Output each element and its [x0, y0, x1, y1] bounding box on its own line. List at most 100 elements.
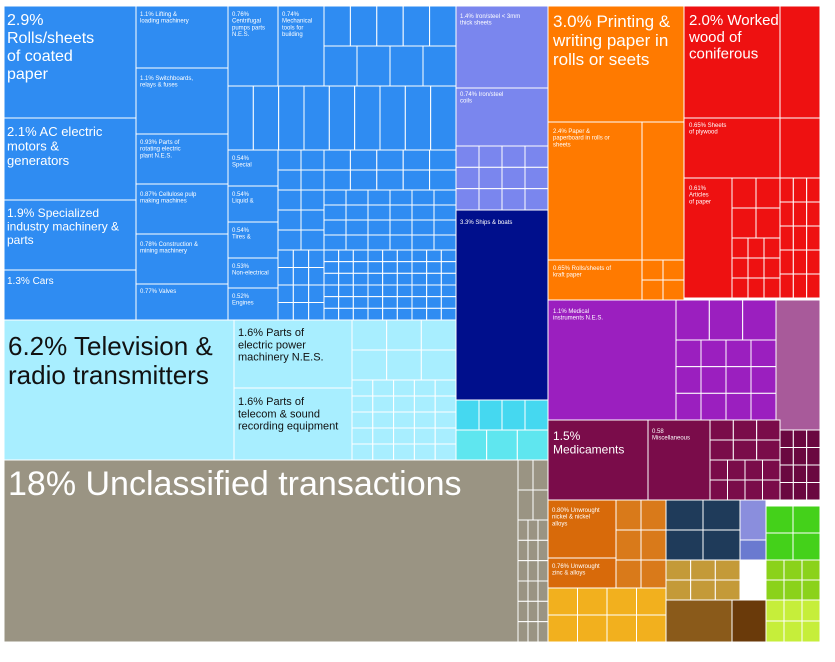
treemap-cell-small: [727, 479, 746, 501]
treemap-label: 0.58 Miscellaneous: [652, 429, 690, 442]
treemap-cell-small: [783, 579, 803, 601]
treemap-cell-small: [389, 219, 413, 236]
treemap-label: 0.87% Cellulose pulp making machines: [140, 192, 197, 205]
treemap-cell: [135, 183, 229, 235]
treemap-cell-small: [277, 169, 302, 191]
treemap-cell-small: [731, 237, 749, 259]
treemap-cell-small: [323, 234, 347, 251]
treemap-cell-small: [277, 209, 302, 231]
treemap-cell-small: [345, 204, 369, 221]
treemap-label: 1.6% Parts of telecom & sound recording eq…: [238, 396, 338, 433]
treemap-cell-small: [351, 427, 374, 445]
treemap-cell-small: [756, 439, 781, 461]
treemap-cell-small: [396, 261, 413, 274]
treemap-cell-small: [376, 149, 404, 171]
treemap-cell-small: [376, 5, 404, 47]
treemap-cell-small: [527, 600, 539, 623]
treemap-cell-small: [402, 169, 431, 191]
treemap-label: 0.65% Sheets of plywood: [689, 123, 726, 136]
treemap-cell-small: [636, 614, 667, 643]
treemap-cell-small: [349, 149, 378, 171]
treemap-cell-small: [727, 459, 746, 481]
treemap-label: 0.54% Special: [232, 156, 252, 169]
treemap-cell-small: [806, 201, 821, 227]
treemap-cell-small: [501, 188, 526, 211]
treemap-cell-small: [709, 459, 728, 481]
treemap-cell-small: [367, 219, 391, 236]
treemap-cell: [3, 459, 519, 643]
treemap-cell-small: [440, 249, 457, 263]
treemap-cell-small: [277, 249, 294, 268]
treemap-cell-small: [278, 85, 305, 151]
treemap-cell-small: [323, 189, 347, 206]
treemap-cell-small: [765, 559, 785, 581]
treemap-cell-small: [411, 272, 428, 286]
treemap-cell: [3, 319, 235, 461]
treemap-cell-small: [382, 249, 398, 263]
treemap-cell-small: [252, 85, 280, 151]
treemap-cell-small: [779, 177, 794, 203]
treemap-cell-small: [367, 284, 384, 298]
treemap-cell-small: [486, 429, 518, 461]
treemap-cell: [779, 5, 821, 119]
treemap-label: 0.93% Parts of rotating electric plant N.E…: [140, 140, 181, 159]
treemap-cell-small: [323, 261, 340, 274]
treemap-cell: [135, 283, 229, 321]
treemap-cell-small: [300, 189, 325, 211]
treemap-cell-small: [527, 621, 539, 643]
treemap-cell-small: [277, 229, 302, 251]
treemap-cell: [227, 185, 279, 223]
treemap-cell: [455, 87, 549, 147]
treemap-cell-small: [440, 296, 457, 309]
treemap-cell-small: [537, 621, 549, 643]
treemap-cell-small: [806, 447, 821, 466]
treemap-cell-small: [779, 249, 794, 275]
treemap-cell-small: [750, 339, 777, 368]
treemap-cell-small: [455, 399, 480, 431]
treemap-cell-small: [783, 620, 803, 643]
treemap-cell-small: [402, 5, 431, 47]
treemap-cell-small: [349, 169, 378, 191]
treemap-cells: [3, 5, 821, 643]
treemap-cell-small: [413, 411, 436, 429]
treemap-cell-small: [426, 284, 442, 298]
treemap-cell-small: [537, 560, 549, 582]
treemap-cell-small: [352, 307, 369, 321]
treemap-label: 0.76% Unwrought zinc & alloys: [552, 564, 600, 577]
treemap-cell-small: [382, 296, 398, 309]
treemap-cell-small: [300, 229, 325, 251]
treemap-label: 0.77% Valves: [140, 289, 176, 295]
treemap-cell-small: [367, 234, 391, 251]
treemap-cell-small: [792, 249, 808, 275]
treemap-cell-small: [517, 459, 534, 491]
treemap-cell-small: [434, 379, 457, 397]
treemap-cell: [227, 287, 279, 321]
treemap-cell-small: [524, 145, 549, 168]
treemap-cell-small: [411, 307, 428, 321]
treemap-cell-small: [367, 189, 391, 206]
treemap-cell-small: [277, 267, 294, 286]
treemap-cell-small: [352, 249, 369, 263]
treemap-cell-small: [372, 427, 395, 445]
treemap-cell-small: [606, 587, 637, 616]
treemap-cell-small: [524, 166, 549, 190]
treemap-cell-small: [396, 307, 413, 321]
treemap-cell-small: [323, 307, 340, 321]
treemap-cell-small: [351, 379, 374, 397]
treemap-cell-small: [615, 529, 642, 561]
treemap-cell-small: [517, 621, 529, 643]
treemap-cell-small: [615, 559, 642, 591]
treemap-cell-small: [690, 559, 716, 581]
treemap-cell-small: [338, 284, 354, 298]
treemap-label: 2.1% AC electric motors & generators: [7, 124, 103, 168]
treemap-cell-small: [277, 284, 294, 303]
treemap-cell-small: [756, 419, 781, 441]
treemap-label: 1.3% Cars: [7, 276, 54, 287]
treemap-cell-small: [517, 519, 529, 541]
treemap-cell-small: [779, 447, 794, 466]
treemap-label: 0.74% Iron/steel coils: [460, 92, 503, 105]
treemap-cell-small: [792, 464, 808, 483]
treemap-cell-small: [725, 339, 752, 368]
treemap-cell-small: [547, 587, 578, 616]
treemap-cell-small: [396, 296, 413, 309]
